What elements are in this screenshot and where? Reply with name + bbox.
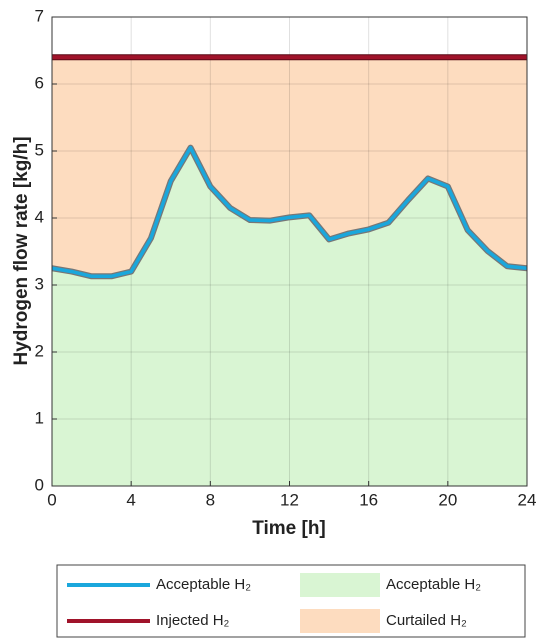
y-tick-label: 7 xyxy=(35,6,44,25)
y-tick-label: 6 xyxy=(35,73,44,92)
plot-frame xyxy=(51,16,528,487)
legend-label: Curtailed H₂ xyxy=(386,612,467,629)
legend-box xyxy=(56,564,526,638)
x-tick-label: 16 xyxy=(359,490,378,509)
y-tick-label: 5 xyxy=(35,140,44,159)
acceptable-area xyxy=(52,147,527,486)
curtailed-area xyxy=(52,57,527,277)
legend-label: Injected H₂ xyxy=(156,612,230,629)
y-tick-label: 0 xyxy=(35,475,44,494)
x-tick-label: 12 xyxy=(280,490,299,509)
x-tick-label: 20 xyxy=(438,490,457,509)
x-axis-label: Time [h] xyxy=(252,518,326,539)
legend-label: Acceptable H₂ xyxy=(386,576,481,593)
y-tick-label: 1 xyxy=(35,408,44,427)
y-tick-label: 2 xyxy=(35,341,44,360)
y-axis-label: Hydrogen flow rate [kg/h] xyxy=(11,136,32,365)
x-tick-label: 0 xyxy=(47,490,56,509)
legend-label: Acceptable H₂ xyxy=(156,576,251,593)
legend-swatch xyxy=(300,609,380,633)
legend-swatch xyxy=(300,573,380,597)
x-tick-label: 4 xyxy=(126,490,135,509)
y-tick-label: 4 xyxy=(35,207,44,226)
y-tick-label: 3 xyxy=(35,274,44,293)
line xyxy=(51,145,528,279)
x-tick-label: 8 xyxy=(206,490,215,509)
x-tick-label: 24 xyxy=(518,490,537,509)
